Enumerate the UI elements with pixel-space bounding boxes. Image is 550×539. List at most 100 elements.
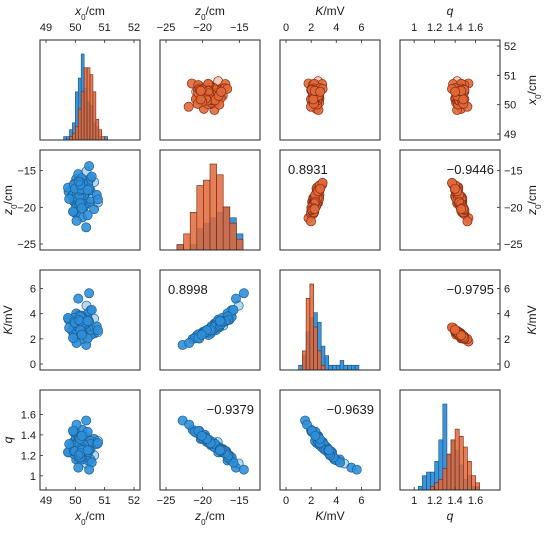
scatter-point <box>82 316 93 326</box>
panel-r0-c2 <box>279 39 381 141</box>
axis-label-bottom: q <box>447 509 454 523</box>
scatter-point <box>223 450 234 461</box>
hist-bar-blue <box>328 364 333 371</box>
scatter-point <box>82 210 93 221</box>
scatter-point <box>68 206 78 217</box>
panel-r2-c0 <box>39 269 141 371</box>
scatter-point <box>92 194 103 205</box>
scatter-point <box>84 464 95 475</box>
panel-r0-c1 <box>159 39 261 141</box>
tick-label-bottom: −25 <box>157 495 176 507</box>
hist-bar-orange <box>463 446 468 491</box>
hist-bar-orange <box>183 233 191 251</box>
hist-bar-orange <box>458 435 464 491</box>
hist-bar-blue <box>298 364 303 371</box>
panel-frame <box>399 149 501 251</box>
hist-bar-blue <box>351 364 356 371</box>
tick-label-top: 50 <box>69 22 81 34</box>
tick-label-top: 2 <box>308 22 314 34</box>
scatter-point <box>64 194 75 204</box>
tick-label-right: 51 <box>504 70 516 82</box>
scatter-point <box>309 204 320 215</box>
scatter-point <box>450 183 461 194</box>
hist-bar-orange <box>475 482 480 491</box>
tick-label-top: 1 <box>411 22 417 34</box>
scatter-point <box>324 445 334 456</box>
tick-label-bottom: 4 <box>333 495 339 507</box>
scatter-point <box>228 304 239 315</box>
scatter-point <box>76 203 87 214</box>
correlation-label: −0.9639 <box>327 402 374 417</box>
scatter-point <box>73 314 84 325</box>
hist-bar-orange <box>317 350 322 371</box>
panel-frame <box>39 389 141 491</box>
hist-bar-orange <box>196 185 204 251</box>
scatter-point <box>184 419 195 430</box>
hist-bar-blue <box>63 136 67 141</box>
tick-label-top: 4 <box>333 22 339 34</box>
axis-label-left: z0/cm <box>1 185 19 216</box>
tick-label-top: 49 <box>40 22 52 34</box>
scatter-point <box>92 438 103 449</box>
tick-label-right: 0 <box>504 359 510 371</box>
correlation-label: −0.9446 <box>447 162 494 177</box>
tick-label-bottom: −20 <box>193 495 212 507</box>
panel-frame <box>279 39 381 141</box>
axis-label-right: z0/cm <box>525 185 543 216</box>
hist-bar-orange <box>434 482 440 491</box>
panel-r0-c3 <box>399 39 501 141</box>
tick-label-bottom: 0 <box>283 495 289 507</box>
tick-label-top: 52 <box>128 22 140 34</box>
scatter-point <box>456 204 467 215</box>
hist-bar-orange <box>442 468 448 491</box>
scatter-point <box>76 329 87 340</box>
scatter-point <box>315 86 326 97</box>
panel-frame <box>39 149 141 251</box>
tick-label-right: 49 <box>504 129 516 141</box>
tick-label-top: −20 <box>193 22 212 34</box>
hist-bar-orange <box>95 119 100 141</box>
panel-frame <box>159 269 261 371</box>
hist-bar-blue <box>339 360 345 371</box>
hist-bar-orange <box>229 222 237 251</box>
tick-label-left: 1.2 <box>21 450 36 462</box>
panel-r2-c3 <box>399 269 501 371</box>
axis-label-left: q <box>1 436 15 443</box>
hist-bar-blue <box>417 486 423 491</box>
axis-label-right: x0/cm <box>525 75 543 106</box>
correlation-label: −0.9379 <box>207 402 254 417</box>
hist-bar-orange <box>467 461 472 491</box>
tick-label-top: −25 <box>157 22 176 34</box>
correlation-label: 0.8998 <box>168 282 208 297</box>
hist-bar-blue <box>426 471 431 491</box>
hist-bar-blue <box>66 136 70 141</box>
scatter-point <box>456 330 467 341</box>
axis-label-left: K/mV <box>1 305 15 334</box>
tick-label-right: −15 <box>504 166 523 178</box>
tick-label-left: 0 <box>30 359 36 371</box>
hist-bar-orange <box>86 67 91 141</box>
tick-label-left: 1.6 <box>21 409 36 421</box>
hist-bar-orange <box>216 174 224 251</box>
panel-frame <box>399 269 501 371</box>
panel-r2-c1 <box>159 269 261 371</box>
axis-label-bottom: z0/cm <box>194 509 225 527</box>
scatter-point <box>351 464 362 475</box>
hist-bar-orange <box>80 91 85 141</box>
hist-bar-blue <box>422 475 427 491</box>
hist-bar-blue <box>104 136 108 141</box>
tick-label-left: −25 <box>17 239 36 251</box>
scatter-point <box>86 304 97 315</box>
hist-bar-orange <box>209 163 217 251</box>
hist-bar-blue <box>332 364 337 371</box>
hist-bar-orange <box>302 350 307 371</box>
tick-label-bottom: 51 <box>99 495 111 507</box>
tick-label-bottom: 1.2 <box>427 495 442 507</box>
scatter-point <box>73 176 84 187</box>
scatter-point <box>238 288 249 299</box>
correlation-label: 0.8931 <box>288 162 328 177</box>
hist-bar-orange <box>450 439 456 491</box>
tick-label-bottom: 1.6 <box>468 495 483 507</box>
tick-label-bottom: −15 <box>230 495 249 507</box>
